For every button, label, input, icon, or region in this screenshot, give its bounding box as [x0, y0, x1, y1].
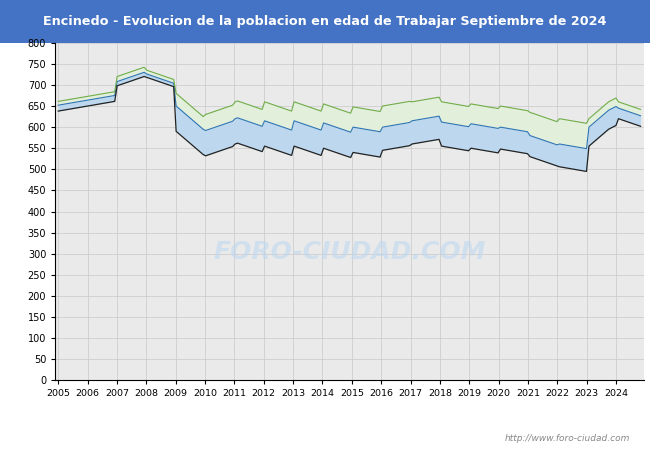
- Text: http://www.foro-ciudad.com: http://www.foro-ciudad.com: [505, 434, 630, 443]
- Text: FORO-CIUDAD.COM: FORO-CIUDAD.COM: [213, 240, 486, 264]
- Text: Encinedo - Evolucion de la poblacion en edad de Trabajar Septiembre de 2024: Encinedo - Evolucion de la poblacion en …: [44, 15, 606, 28]
